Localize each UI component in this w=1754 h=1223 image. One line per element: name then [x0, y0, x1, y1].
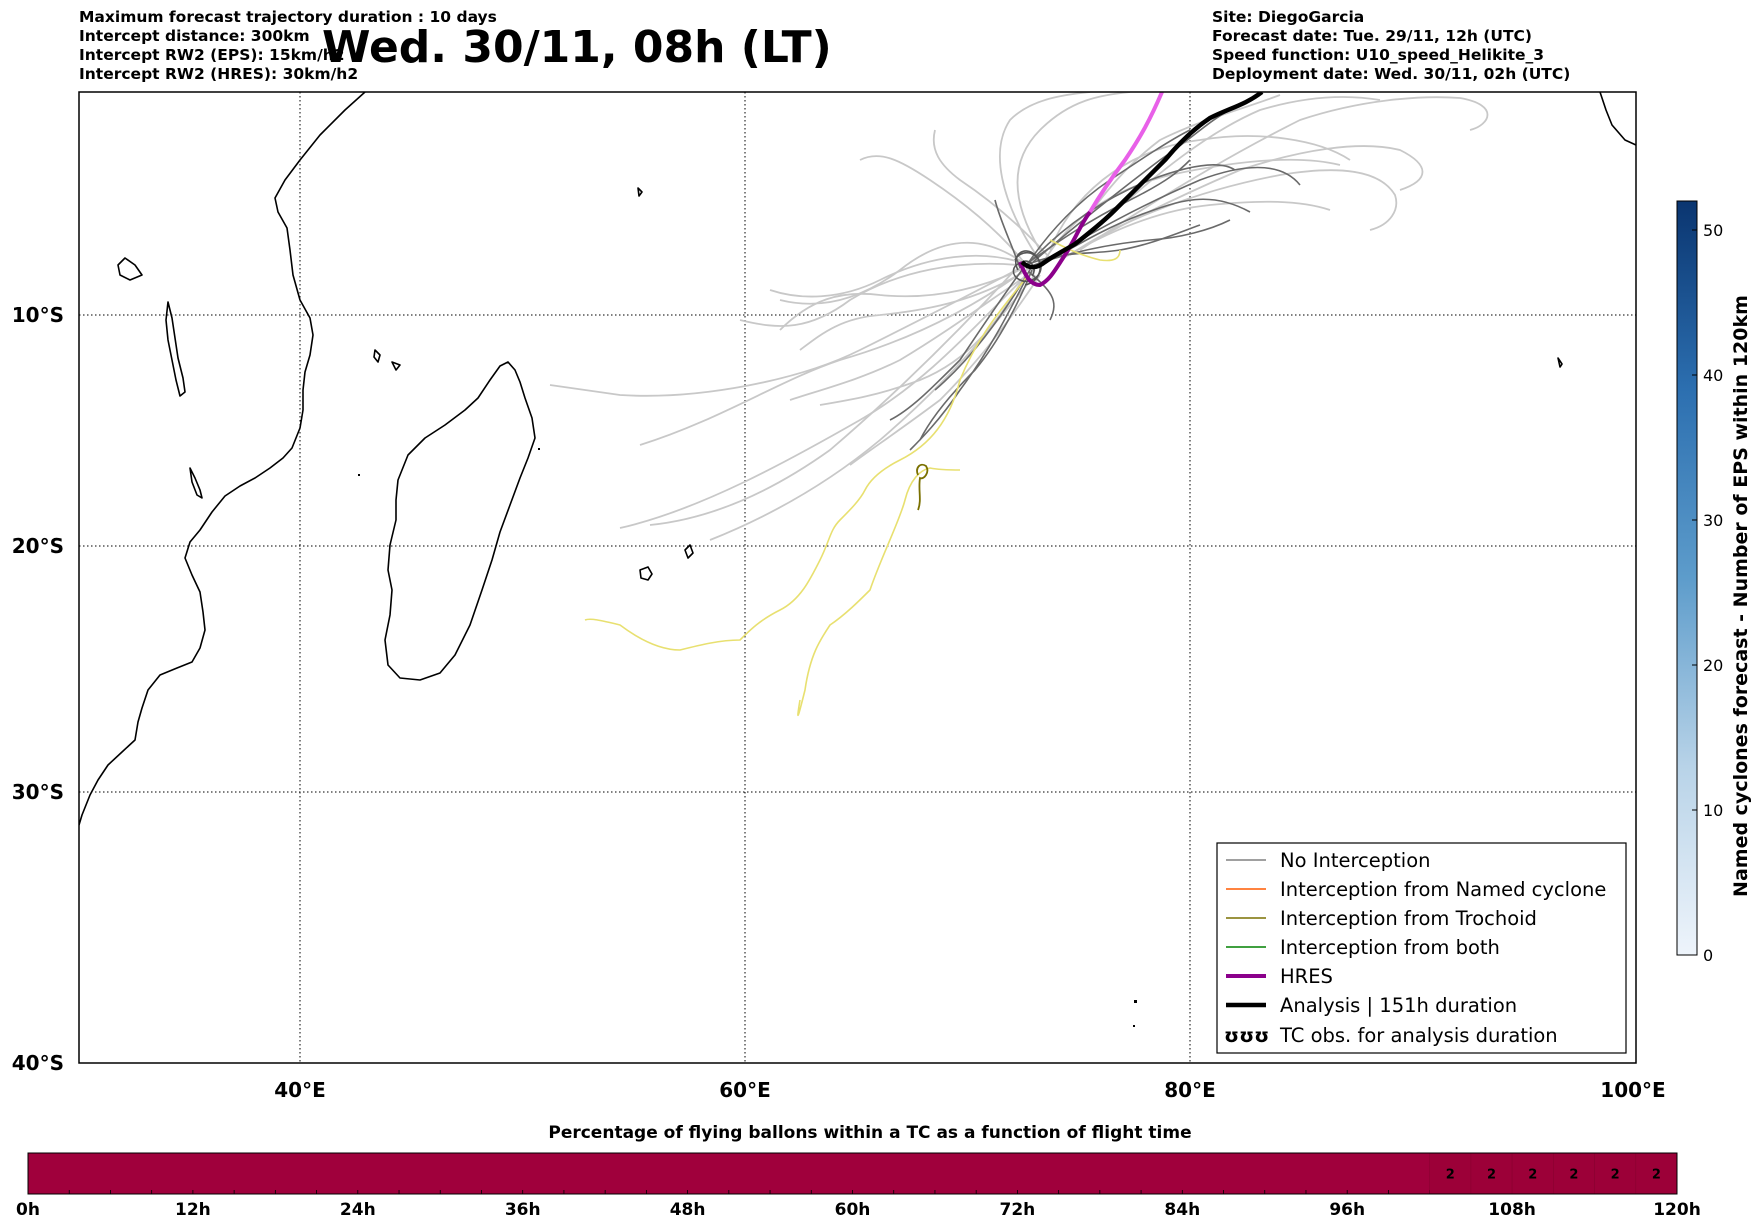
- reunion: [684, 544, 694, 559]
- colorbar: 0 10 20 30 40 50 Named cyclones forecast…: [1676, 200, 1752, 965]
- timeline-tick-label: 96h: [1329, 1200, 1365, 1220]
- timeline-cell: [1511, 1152, 1554, 1195]
- timeline-tick-label: 24h: [340, 1200, 376, 1220]
- lon-tick-label: 40°E: [274, 1078, 326, 1102]
- legend-label: Interception from Trochoid: [1280, 907, 1537, 930]
- info-site: Site: DiegoGarcia: [1212, 8, 1365, 26]
- info-left: Maximum forecast trajectory duration : 1…: [79, 8, 497, 84]
- legend-label: Analysis | 151h duration: [1280, 994, 1517, 1017]
- legend-item: HRES: [1226, 965, 1333, 988]
- lake-tanganyika: [165, 301, 186, 397]
- comoros: [373, 349, 381, 363]
- island-markers: [358, 448, 1137, 1027]
- timeline: Percentage of flying ballons within a TC…: [16, 1123, 1701, 1220]
- colorbar-tick-label: 0: [1703, 946, 1713, 965]
- colorbar-label: Named cyclones forecast - Number of EPS …: [1730, 295, 1752, 897]
- hres-trajectory: [1018, 92, 1164, 288]
- timeline-cell-label: 2: [1446, 1168, 1455, 1183]
- lat-tick-label: 20°S: [12, 534, 64, 558]
- info-intercept-eps: Intercept RW2 (EPS): 15km/h2: [79, 46, 345, 64]
- legend-label: Interception from Named cyclone: [1280, 878, 1606, 901]
- lat-tick-label: 10°S: [12, 303, 64, 327]
- timeline-ticks: 0h 12h 24h 36h 48h 60h 72h 84h 96h 108h 120h: [16, 1200, 1701, 1220]
- timeline-tick-label: 36h: [505, 1200, 541, 1220]
- lon-tick-label: 80°E: [1164, 1078, 1216, 1102]
- colorbar-tick-label: 50: [1703, 221, 1723, 240]
- legend-item: ʊʊʊ TC obs. for analysis duration: [1224, 1024, 1558, 1047]
- timeline-cell-label: 2: [1611, 1168, 1620, 1183]
- timeline-cells: 2 2 2 2 2 2: [1429, 1152, 1678, 1195]
- timeline-tick-label: 0h: [16, 1200, 40, 1220]
- colorbar-tick-label: 20: [1703, 656, 1723, 675]
- colorbar-tick-label: 40: [1703, 366, 1723, 385]
- mauritius: [639, 566, 653, 581]
- info-deployment-date: Deployment date: Wed. 30/11, 02h (UTC): [1212, 65, 1571, 83]
- lat-tick-label: 30°S: [12, 780, 64, 804]
- lon-tick-label: 60°E: [719, 1078, 771, 1102]
- timeline-tick-label: 60h: [835, 1200, 871, 1220]
- timeline-tick-label: 120h: [1653, 1200, 1701, 1220]
- madagascar-coastline: [384, 361, 536, 681]
- map-gridlines: [79, 92, 1636, 1063]
- trochoid-interception: [916, 463, 929, 511]
- colorbar-ticks: [1692, 229, 1697, 956]
- legend-label: Interception from both: [1280, 936, 1500, 959]
- timeline-tick-label: 84h: [1164, 1200, 1200, 1220]
- coastlines: [79, 92, 1636, 826]
- legend-item: Interception from Named cyclone: [1226, 878, 1606, 901]
- timeline-minor-ticks: [68, 1190, 1637, 1194]
- timeline-tick-label: 48h: [670, 1200, 706, 1220]
- analysis-trajectory: [1020, 92, 1264, 270]
- legend-item: No Interception: [1226, 849, 1431, 872]
- timeline-tick-label: 12h: [175, 1200, 211, 1220]
- srilanka-fragment: [1557, 357, 1563, 368]
- info-intercept-distance: Intercept distance: 300km: [79, 27, 310, 45]
- timeline-cell-label: 2: [1487, 1168, 1496, 1183]
- legend: No Interception Interception from Named …: [1216, 842, 1627, 1054]
- lat-tick-label: 40°S: [12, 1051, 64, 1075]
- info-max-duration: Maximum forecast trajectory duration : 1…: [79, 8, 497, 26]
- legend-label: TC obs. for analysis duration: [1279, 1024, 1558, 1047]
- timeline-bar: [28, 1153, 1677, 1194]
- lon-tick-label: 100°E: [1600, 1078, 1665, 1102]
- release-cluster: [1012, 250, 1042, 286]
- seychelles: [637, 187, 643, 197]
- colorbar-tick-label: 10: [1703, 801, 1723, 820]
- timeline-cell-label: 2: [1652, 1168, 1661, 1183]
- info-intercept-hres: Intercept RW2 (HRES): 30km/h2: [79, 65, 359, 83]
- colorbar-tick-label: 30: [1703, 511, 1723, 530]
- map-frame: [78, 91, 1637, 1064]
- timeline-tick-label: 72h: [1000, 1200, 1036, 1220]
- page-title: Wed. 30/11, 08h (LT): [322, 22, 832, 73]
- timeline-title: Percentage of flying ballons within a TC…: [548, 1123, 1191, 1143]
- africa-coastline: [79, 92, 366, 826]
- timeline-cell: [1594, 1152, 1637, 1195]
- lake-victoria: [117, 257, 143, 281]
- legend-item: Analysis | 151h duration: [1226, 994, 1517, 1017]
- cyclone-symbols-icon: ʊʊʊ: [1224, 1024, 1269, 1047]
- comoros-2: [391, 361, 401, 371]
- timeline-cell: [1553, 1152, 1595, 1195]
- arabian-coast: [1599, 92, 1636, 146]
- timeline-cell-label: 2: [1528, 1168, 1537, 1183]
- legend-item: Interception from Trochoid: [1226, 907, 1537, 930]
- legend-label: HRES: [1280, 965, 1333, 988]
- info-speed-function: Speed function: U10_speed_Helikite_3: [1212, 46, 1545, 64]
- lon-tick-labels: 40°E 60°E 80°E 100°E: [274, 1078, 1665, 1102]
- info-right: Site: DiegoGarcia Forecast date: Tue. 29…: [1212, 8, 1570, 84]
- lake-malawi: [189, 467, 203, 499]
- legend-label: No Interception: [1280, 849, 1431, 872]
- legend-item: Interception from both: [1226, 936, 1500, 959]
- lat-tick-labels: 10°S 20°S 30°S 40°S: [12, 303, 64, 1075]
- map-panel: 10°S 20°S 30°S 40°S 40°E 60°E 80°E 100°E…: [12, 91, 1666, 1102]
- info-forecast-date: Forecast date: Tue. 29/11, 12h (UTC): [1212, 27, 1533, 45]
- timeline-tick-label: 108h: [1488, 1200, 1536, 1220]
- timeline-cell-label: 2: [1569, 1168, 1578, 1183]
